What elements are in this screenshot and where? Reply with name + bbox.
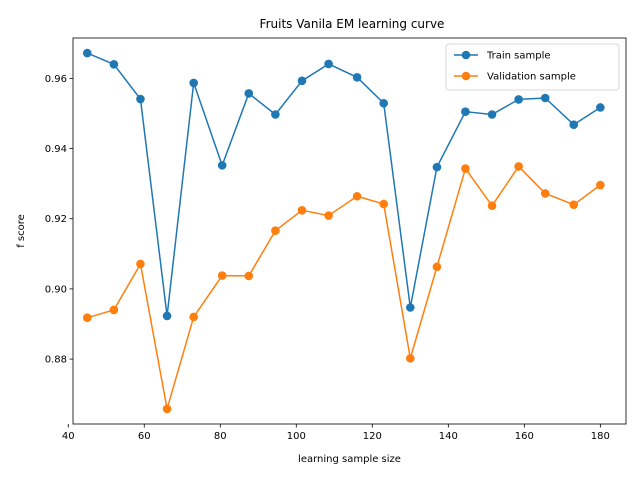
data-point <box>217 271 227 280</box>
data-point <box>136 259 145 269</box>
data-point <box>109 305 119 315</box>
y-tick-label: 0.90 <box>45 284 67 295</box>
x-tick-label: 100 <box>287 431 306 442</box>
data-point <box>487 110 497 119</box>
data-point <box>487 201 497 211</box>
data-point <box>540 93 550 103</box>
legend-marker <box>461 50 471 60</box>
data-point <box>514 95 523 104</box>
data-point <box>540 189 550 198</box>
legend-item: Validation sample <box>454 72 576 83</box>
data-point <box>297 76 307 86</box>
y-tick-label: 0.88 <box>45 355 67 366</box>
x-axis-label: learning sample size <box>298 454 401 465</box>
y-tick-label: 0.96 <box>45 74 67 85</box>
plot-series <box>82 48 605 414</box>
chart-title: Fruits Vanila EM learning curve <box>260 17 445 31</box>
data-point <box>569 120 579 129</box>
data-point <box>514 162 523 171</box>
data-point <box>324 211 333 220</box>
data-point <box>271 226 280 235</box>
legend: Train sample Validation sample <box>445 43 620 91</box>
data-point <box>352 191 362 201</box>
x-axis: 40 60 80 100 120 140 160 180 <box>62 424 610 442</box>
x-tick-label: 120 <box>363 431 382 442</box>
data-point <box>406 354 415 363</box>
data-point <box>324 59 333 69</box>
data-point <box>217 161 227 170</box>
legend-marker <box>461 71 471 81</box>
data-point <box>244 89 254 98</box>
data-point <box>596 180 605 190</box>
data-point <box>82 313 92 322</box>
x-tick-label: 40 <box>62 431 75 442</box>
data-point <box>162 404 172 414</box>
data-point <box>189 312 198 322</box>
data-point <box>244 271 254 281</box>
x-tick-label: 80 <box>214 431 227 442</box>
data-point <box>461 164 470 173</box>
x-tick-label: 160 <box>515 431 534 442</box>
legend-label: Validation sample <box>487 72 576 83</box>
data-point <box>109 60 119 69</box>
series-line-0 <box>86 52 601 317</box>
data-point <box>352 73 362 82</box>
series-line-1 <box>87 165 601 410</box>
y-axis: 0.88 0.90 0.92 0.94 0.96 <box>45 74 73 366</box>
legend-box <box>445 43 620 91</box>
data-point <box>136 94 145 104</box>
data-point <box>461 107 470 116</box>
data-point <box>432 162 442 172</box>
x-tick-label: 60 <box>138 431 151 442</box>
legend-label: Train sample <box>486 51 551 62</box>
y-tick-label: 0.94 <box>45 144 67 155</box>
data-point <box>596 103 605 112</box>
data-point <box>271 110 280 119</box>
data-point <box>432 262 442 272</box>
x-tick-label: 140 <box>439 431 458 442</box>
plot-frame <box>72 37 627 425</box>
y-tick-label: 0.92 <box>45 214 67 225</box>
data-point <box>189 78 198 88</box>
data-point <box>406 303 415 312</box>
data-point <box>297 205 307 215</box>
data-point <box>569 200 579 209</box>
y-axis-label: f score <box>16 214 27 248</box>
legend-item: Train sample <box>454 51 551 62</box>
x-tick-label: 180 <box>591 431 610 442</box>
data-point <box>162 311 172 321</box>
data-point <box>82 48 92 58</box>
data-point <box>379 98 389 108</box>
data-point <box>379 199 389 209</box>
